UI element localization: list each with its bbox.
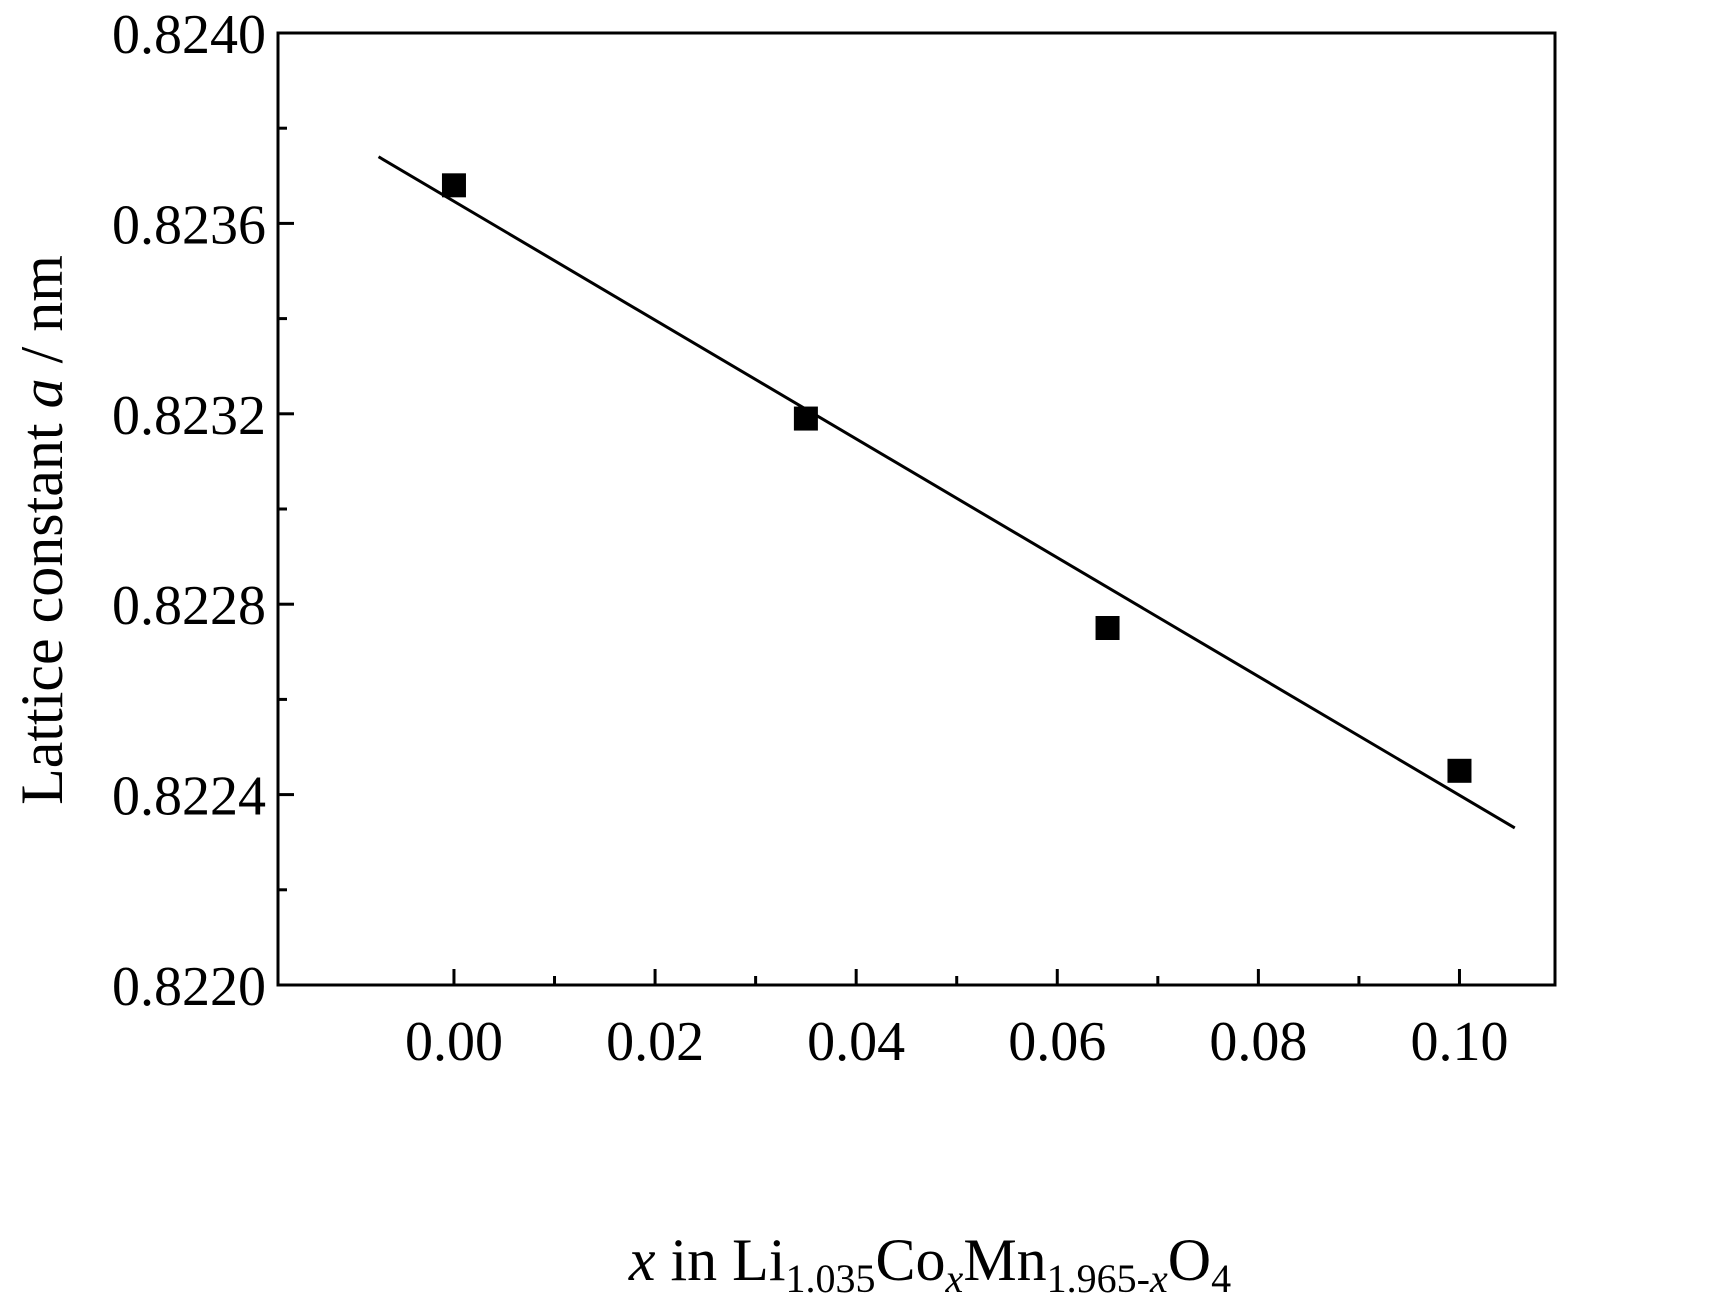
fit-line-group [377,155,1516,830]
y-tick-labels: 0.8220 0.8224 0.8228 0.8232 0.8236 0.8240 [112,4,266,1018]
x-axis-label: x in Li1.035CoxMn1.965-xO4 [628,1227,1231,1301]
data-point-marker [441,173,466,198]
x-axis-label-text: in Li [656,1227,786,1293]
x-tick-label: 0.00 [405,1011,503,1073]
x-axis-label-sub2: x [945,1256,964,1301]
y-axis-label-var: a [9,378,75,408]
y-axis-label-post: / nm [9,255,75,378]
y-tick-label: 0.8228 [112,575,266,637]
y-tick-label: 0.8236 [112,194,266,256]
x-axis-label-var: x [628,1227,656,1293]
data-point-marker [793,406,818,431]
y-tick-label: 0.8224 [112,766,266,828]
x-tick-label: 0.04 [807,1011,905,1073]
x-axis-label-sub4: 4 [1211,1256,1231,1301]
x-tick-label: 0.10 [1410,1011,1508,1073]
linear-fit-line [377,155,1516,830]
x-axis-label-mn: Mn [963,1227,1046,1293]
x-axis-label-sub3b: x [1149,1256,1168,1301]
x-axis-label-co: Co [876,1227,946,1293]
y-axis-label: Lattice constant a / nm [9,255,75,805]
y-axis-label-pre: Lattice constant [9,408,75,805]
data-point-marker [1447,758,1472,783]
x-axis-label-sub1: 1.035 [786,1256,876,1301]
y-tick-label: 0.8232 [112,385,266,447]
y-tick-label: 0.8240 [112,4,266,66]
x-tick-labels: 0.00 0.02 0.04 0.06 0.08 0.10 [405,1011,1509,1073]
plot-frame [276,31,1557,987]
x-axis-label-o: O [1168,1227,1211,1293]
x-tick-label: 0.08 [1209,1011,1307,1073]
x-tick-label: 0.06 [1008,1011,1106,1073]
data-point-marker [1095,616,1120,640]
y-tick-label: 0.8220 [112,956,266,1018]
x-tick-label: 0.02 [606,1011,704,1073]
x-axis-label-sub3a: 1.965- [1047,1256,1150,1301]
data-points [441,173,1472,783]
